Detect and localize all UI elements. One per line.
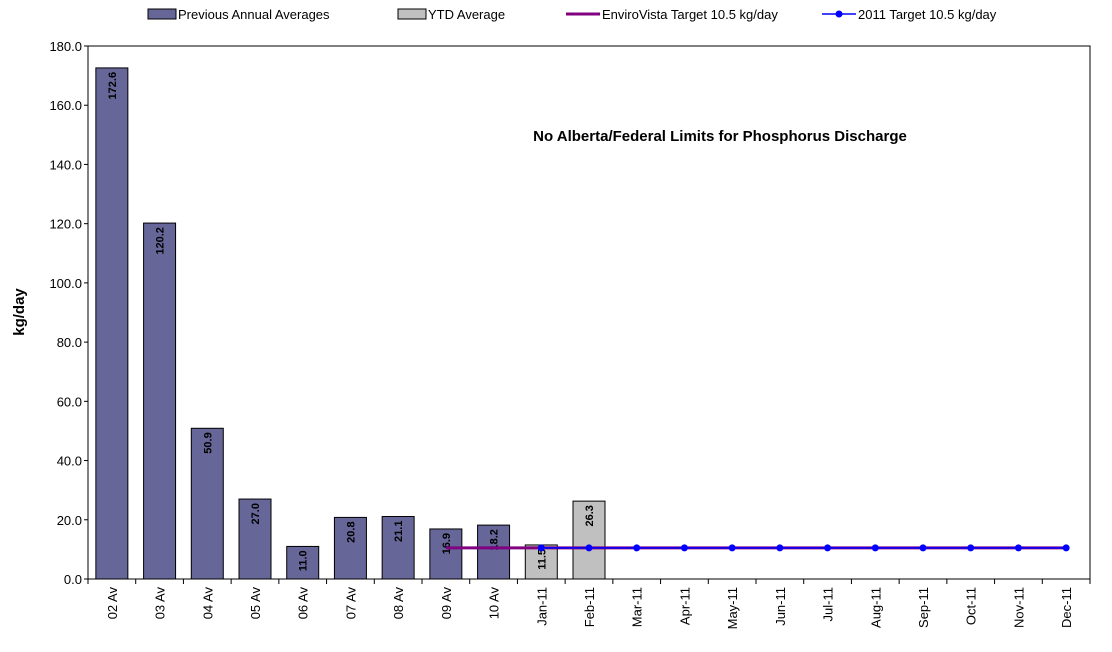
- marker: [871, 544, 879, 552]
- data-label: 50.9: [202, 432, 214, 453]
- legend-marker: [835, 10, 843, 18]
- marker: [824, 544, 832, 552]
- x-tick-label: May-11: [725, 587, 740, 629]
- y-tick-label: 40.0: [57, 454, 82, 469]
- marker: [1014, 544, 1022, 552]
- x-tick-label: 04 Av: [200, 587, 215, 620]
- marker: [728, 544, 736, 552]
- annotation: No Alberta/Federal Limits for Phosphorus…: [533, 128, 907, 145]
- data-label: 172.6: [107, 72, 119, 100]
- x-tick-label: 06 Av: [296, 587, 311, 620]
- x-tick-label: Jan-11: [534, 587, 549, 626]
- marker: [537, 544, 545, 552]
- bar: [381, 516, 415, 580]
- y-tick-label: 0.0: [64, 572, 82, 587]
- bar: [429, 528, 463, 580]
- x-tick-label: 02 Av: [105, 587, 120, 620]
- bar: [95, 67, 129, 580]
- data-label: 120.2: [155, 227, 167, 255]
- y-tick-label: 140.0: [49, 157, 82, 172]
- x-tick-label: Oct-11: [964, 587, 979, 625]
- y-tick-label: 80.0: [57, 335, 82, 350]
- y-tick-label: 160.0: [49, 98, 82, 113]
- bar: [238, 498, 272, 580]
- x-tick-label: 09 Av: [439, 587, 454, 620]
- legend-label: YTD Average: [428, 7, 505, 22]
- x-tick-label: Nov-11: [1011, 587, 1026, 628]
- data-label: 27.0: [250, 503, 262, 524]
- y-tick-label: 100.0: [49, 276, 82, 291]
- data-label: 11.5: [536, 549, 548, 570]
- x-tick-label: Sep-11: [916, 587, 931, 628]
- marker: [585, 544, 593, 552]
- bar: [477, 524, 511, 580]
- x-tick-label: 03 Av: [153, 587, 168, 620]
- x-tick-label: 08 Av: [391, 587, 406, 620]
- marker: [1062, 544, 1070, 552]
- plot-area: [87, 45, 1091, 580]
- x-tick-label: Dec-11: [1059, 587, 1074, 628]
- data-label: 20.8: [345, 521, 357, 542]
- legend-label: EnviroVista Target 10.5 kg/day: [602, 7, 778, 22]
- data-label: 21.1: [393, 521, 405, 542]
- marker: [776, 544, 784, 552]
- x-tick-label: Feb-11: [582, 587, 597, 627]
- bar: [333, 516, 367, 580]
- legend-label: Previous Annual Averages: [178, 7, 330, 22]
- marker: [919, 544, 927, 552]
- y-tick-label: 180.0: [49, 39, 82, 54]
- x-tick-label: 05 Av: [248, 587, 263, 620]
- data-label: 26.3: [584, 505, 596, 526]
- bar: [190, 427, 224, 580]
- marker: [680, 544, 688, 552]
- data-label: 18.2: [489, 529, 501, 550]
- y-tick-label: 60.0: [57, 394, 82, 409]
- data-label: 16.9: [441, 533, 453, 554]
- x-tick-label: Jun-11: [773, 587, 788, 626]
- y-tick-label: 120.0: [49, 217, 82, 232]
- legend-swatch: [147, 8, 177, 20]
- bar: [143, 222, 177, 580]
- x-tick-label: Aug-11: [868, 587, 883, 628]
- data-label: 11.0: [298, 550, 310, 571]
- bar: [286, 545, 320, 580]
- x-tick-label: 07 Av: [343, 587, 358, 620]
- legend-swatch: [397, 8, 427, 20]
- x-tick-label: 10 Av: [487, 587, 502, 620]
- bar: [572, 500, 606, 580]
- x-tick-label: Apr-11: [677, 587, 692, 625]
- y-tick-label: 20.0: [57, 513, 82, 528]
- y-axis-label: kg/day: [11, 288, 28, 336]
- x-tick-label: Jul-11: [821, 587, 836, 621]
- legend-label: 2011 Target 10.5 kg/day: [858, 7, 997, 22]
- x-tick-label: Mar-11: [630, 587, 645, 627]
- marker: [967, 544, 975, 552]
- marker: [633, 544, 641, 552]
